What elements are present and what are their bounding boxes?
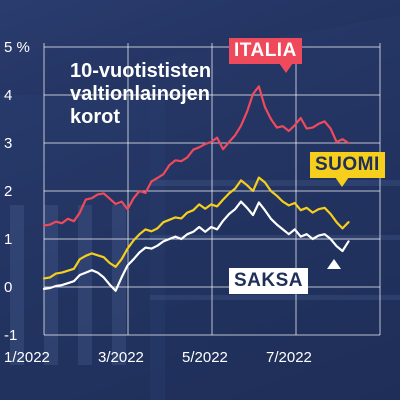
y-tick-label: 0	[4, 279, 12, 296]
legend-tag-suomi: SUOMI	[310, 152, 385, 187]
legend-tag-italia: ITALIA	[229, 38, 302, 73]
y-tick-label: 3	[4, 135, 12, 152]
x-tick-label: 5/2022	[182, 349, 228, 366]
series-line-suomi	[42, 176, 350, 280]
y-tick-label: 2	[4, 183, 12, 200]
gridlines	[43, 43, 381, 336]
x-tick-label: 3/2022	[98, 349, 144, 366]
chart-title: 10-vuotististen valtionlainojen korot	[70, 60, 212, 128]
series-lines	[42, 85, 350, 292]
x-tick-label: 7/2022	[266, 349, 312, 366]
axis-labels: 5 % 4 3 2 1 0 -1 1/2022 3/2022 5/2022 7/2022	[4, 39, 312, 366]
y-tick-label: -1	[4, 327, 17, 344]
series-line-saksa	[42, 200, 350, 292]
x-tick-label: 1/2022	[4, 349, 50, 366]
y-tick-label: 5 %	[4, 39, 30, 56]
y-tick-label: 1	[4, 231, 12, 248]
legend-tag-saksa: SAKSA	[229, 259, 342, 294]
y-tick-label: 4	[4, 87, 12, 104]
series-line-italia	[42, 85, 350, 227]
